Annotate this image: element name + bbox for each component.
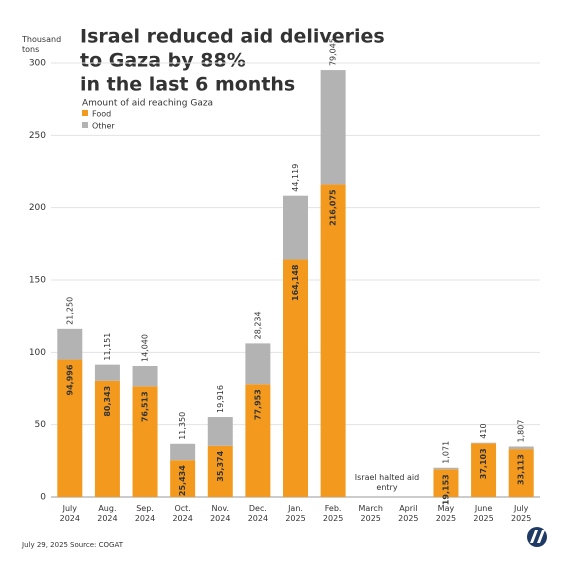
x-tick-label: May 2025 — [435, 504, 457, 523]
bar-segment — [320, 184, 346, 497]
value-label: 25,434 — [178, 465, 187, 496]
value-label: 28,234 — [253, 311, 262, 339]
legend-swatch — [82, 122, 88, 128]
bar-segment — [433, 469, 459, 497]
value-label: 11,350 — [178, 412, 187, 440]
bar-segment — [508, 446, 534, 450]
y-tick-label: 300 — [29, 59, 46, 69]
value-label: 19,916 — [216, 385, 225, 413]
x-tick-label: July 2025 — [511, 504, 532, 523]
value-label: 11,151 — [103, 333, 112, 361]
x-tick-label: March 2025 — [358, 504, 383, 523]
value-label: 76,513 — [141, 391, 150, 422]
annotation: Israel halted aid entry — [354, 473, 420, 492]
legend-title: Amount of aid reaching Gaza — [82, 99, 213, 109]
y-tick-label: 200 — [29, 203, 46, 213]
logo-mark — [530, 530, 545, 543]
bar-segment — [132, 366, 158, 387]
legend-label: Food — [92, 110, 111, 119]
value-label: 33,113 — [517, 454, 526, 485]
x-tick-label: July 2024 — [59, 504, 80, 523]
value-label: 19,153 — [441, 474, 450, 505]
y-tick-label: 250 — [29, 131, 46, 141]
y-tick-label: 50 — [35, 420, 47, 430]
bar-segment — [94, 364, 120, 381]
bar-segment — [57, 359, 83, 497]
x-tick-label: Dec. 2024 — [247, 504, 269, 523]
chart-title: in the last 6 months — [80, 74, 295, 96]
x-tick-label: Aug. 2024 — [97, 504, 118, 523]
x-tick-label: April 2025 — [398, 504, 419, 523]
y-tick-label: 0 — [40, 493, 46, 503]
bar-segment — [207, 417, 233, 446]
value-label: 1,071 — [441, 441, 450, 464]
y-axis-label: Thousand tons — [22, 35, 62, 54]
value-label: 21,250 — [65, 297, 74, 325]
y-tick-label: 100 — [29, 348, 46, 358]
bar-segment — [132, 386, 158, 497]
x-tick-label: Sep. 2024 — [134, 504, 156, 523]
value-label: 14,040 — [141, 334, 150, 362]
value-label: 410 — [479, 423, 488, 438]
x-tick-label: Jan. 2025 — [285, 504, 306, 523]
value-label: 35,374 — [216, 450, 225, 481]
legend-swatch — [82, 110, 88, 116]
y-tick-label: 150 — [29, 276, 46, 286]
bar-segment — [283, 259, 308, 497]
bar-segment — [94, 380, 120, 497]
bar-segment — [471, 442, 497, 444]
chart-title: Israel reduced aid deliveries — [80, 26, 385, 48]
bar-segment — [170, 460, 196, 497]
bar-segment — [57, 328, 83, 360]
footer-date: July 29, 2025 — [21, 541, 68, 549]
bar-segment — [433, 467, 459, 470]
value-label: 216,075 — [329, 189, 338, 226]
bar-segment — [283, 195, 308, 260]
value-label: 79,045 — [329, 38, 338, 66]
x-tick-label: Nov. 2024 — [210, 504, 231, 523]
value-label: 164,148 — [291, 264, 300, 301]
value-label: 80,343 — [103, 386, 112, 417]
x-tick-label: Oct. 2024 — [172, 504, 193, 523]
bar-segment — [320, 70, 346, 185]
chart-title: to Gaza by 88% — [80, 50, 246, 72]
bar-segment — [508, 449, 534, 497]
bar-segment — [245, 343, 271, 385]
logo — [527, 527, 547, 547]
bar-segment — [245, 384, 271, 497]
value-label: 94,996 — [65, 364, 74, 395]
bar-segment — [471, 443, 497, 497]
legend-label: Other — [92, 122, 115, 131]
x-tick-label: June 2025 — [473, 504, 494, 523]
value-label: 77,953 — [253, 389, 262, 420]
value-label: 1,807 — [517, 420, 526, 443]
bar-segment — [207, 445, 233, 497]
x-tick-label: Feb. 2025 — [322, 504, 344, 523]
bar-segment — [170, 443, 196, 461]
value-label: 37,103 — [479, 448, 488, 479]
footer-source: Source: COGAT — [70, 541, 124, 549]
value-label: 44,119 — [291, 164, 300, 192]
